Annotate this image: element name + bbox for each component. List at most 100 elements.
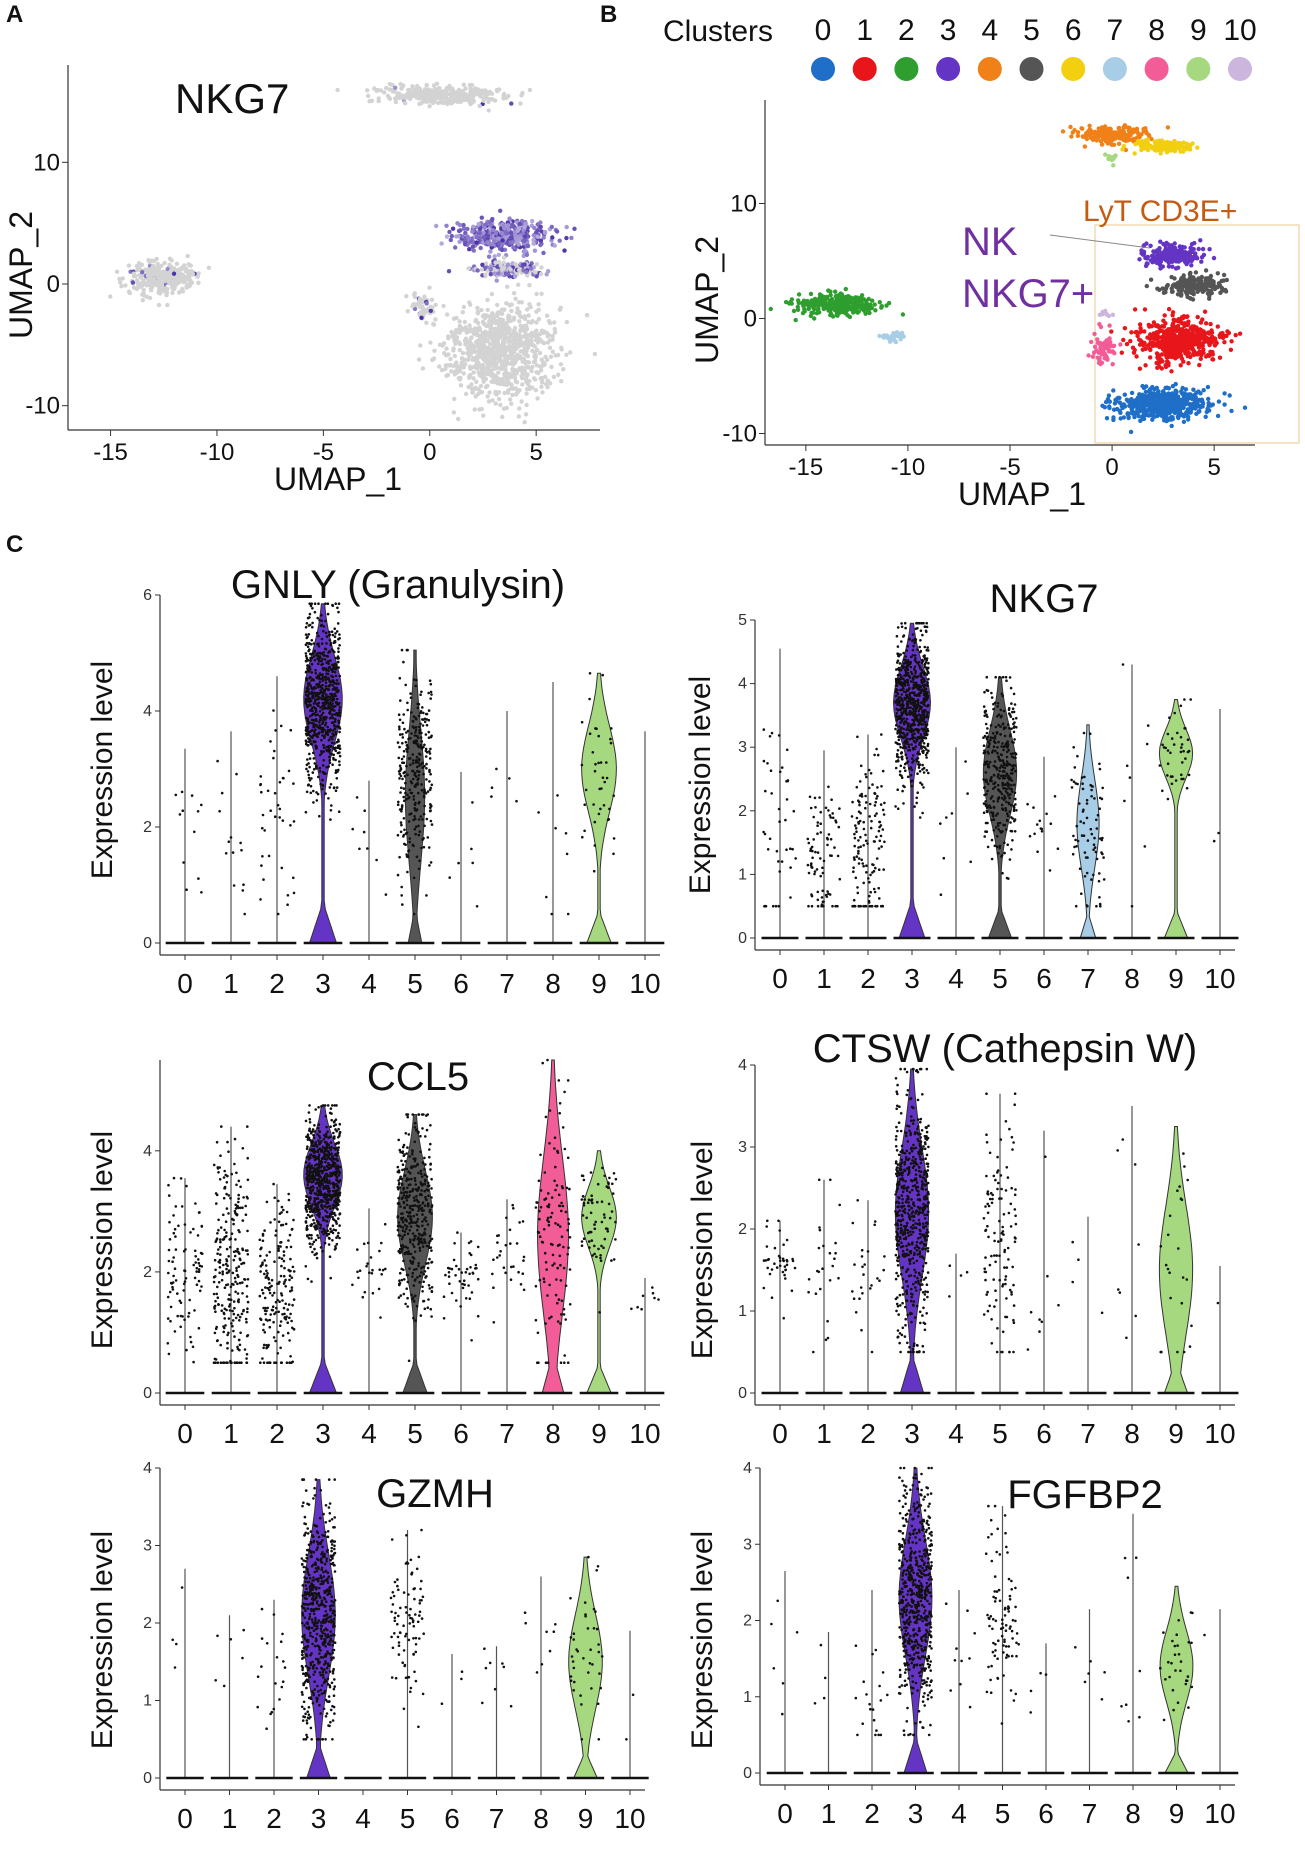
violin-gnly-y-tick-label: 4 [143, 703, 152, 720]
umap-nkg7-point [469, 336, 473, 340]
umap-nkg7-point [441, 304, 445, 308]
umap-nkg7-point [148, 260, 152, 264]
violin-gnly-dot-3 [322, 764, 325, 767]
umap-nkg7-point [533, 249, 537, 253]
umap-clusters-group-3 [1137, 238, 1216, 270]
umap-clusters-point [1117, 142, 1121, 146]
umap-clusters-point [901, 312, 905, 316]
umap-nkg7-point [510, 361, 514, 365]
umap-nkg7-point [497, 253, 501, 257]
umap-nkg7-y-tick-label: 0 [47, 271, 60, 298]
umap-nkg7-point [127, 263, 131, 267]
umap-nkg7-point [500, 248, 504, 252]
umap-nkg7-point [138, 284, 142, 288]
umap-nkg7-point [464, 325, 468, 329]
umap-nkg7-point [471, 356, 475, 360]
umap-clusters-point [1117, 396, 1121, 400]
violin-gnly-dot-1 [216, 760, 219, 763]
umap-nkg7-point [413, 291, 417, 295]
umap-nkg7-point [546, 340, 550, 344]
umap-clusters-point [1189, 263, 1193, 267]
violin-gnly-dot-3 [323, 750, 326, 753]
umap-nkg7-point [494, 392, 498, 396]
umap-nkg7-point [177, 290, 181, 294]
umap-nkg7-point [393, 86, 397, 90]
umap-nkg7-point [483, 273, 487, 277]
umap-nkg7-point [180, 266, 184, 270]
violin-gnly-dot-3 [336, 698, 339, 701]
umap-nkg7-point [186, 254, 190, 258]
umap-clusters-point [1158, 266, 1162, 270]
umap-clusters-point [1188, 338, 1192, 342]
umap-clusters-point [1173, 351, 1177, 355]
umap-clusters-point [887, 301, 891, 305]
cluster-legend-swatch [1186, 57, 1210, 81]
umap-clusters-point [815, 311, 819, 315]
umap-nkg7-point [465, 234, 469, 238]
umap-clusters-point [1140, 139, 1144, 143]
umap-clusters-point [1109, 130, 1113, 134]
violin-gnly-dot-3 [311, 714, 314, 717]
umap-nkg7-point [115, 270, 119, 274]
umap-nkg7-point [439, 241, 443, 245]
umap-nkg7-point [508, 374, 512, 378]
cluster-legend-label: 6 [1065, 14, 1082, 47]
umap-clusters-point [1227, 331, 1231, 335]
umap-clusters-point [1137, 257, 1141, 261]
umap-clusters-point [1072, 128, 1076, 132]
umap-nkg7-point [477, 222, 481, 226]
umap-clusters-point [1107, 323, 1111, 327]
umap-nkg7-point [433, 303, 437, 307]
violin-gnly-dot-3 [306, 791, 309, 794]
umap-clusters-point [1172, 249, 1176, 253]
umap-clusters-point [1160, 352, 1164, 356]
violin-gnly-dot-3 [338, 764, 341, 767]
umap-clusters-point [1098, 361, 1102, 365]
umap-clusters-point [1088, 132, 1092, 136]
umap-nkg7-point [477, 326, 481, 330]
umap-nkg7-point [335, 88, 339, 92]
violin-gnly-dot-2 [260, 864, 263, 867]
umap-nkg7-point [456, 234, 460, 238]
umap-nkg7-point [490, 292, 494, 296]
umap-clusters-point [805, 299, 809, 303]
umap-nkg7-point [398, 82, 402, 86]
umap-clusters-group-5 [1145, 268, 1229, 302]
umap-nkg7-point [387, 96, 391, 100]
umap-nkg7-point [480, 267, 484, 271]
umap-clusters-point [830, 297, 834, 301]
umap-nkg7-point [152, 259, 156, 263]
umap-clusters-point [1126, 135, 1130, 139]
umap-clusters-point [843, 295, 847, 299]
umap-clusters-point [1207, 337, 1211, 341]
umap-nkg7-point [468, 83, 472, 87]
umap-nkg7-point [526, 382, 530, 386]
violin-gnly-dot-2 [269, 809, 272, 812]
umap-clusters-point [1184, 387, 1188, 391]
umap-nkg7-point [553, 243, 557, 247]
umap-clusters-point [1133, 128, 1137, 132]
umap-nkg7-point [493, 260, 497, 264]
umap-nkg7-point [462, 365, 466, 369]
umap-clusters-point [1200, 317, 1204, 321]
violin-gnly-dot-1 [235, 773, 238, 776]
umap-clusters-point [1216, 414, 1220, 418]
umap-nkg7-point [484, 334, 488, 338]
violin-gnly-dot-2 [290, 729, 293, 732]
umap-clusters-point [1115, 407, 1119, 411]
umap-nkg7-point [500, 415, 504, 419]
umap-nkg7-point [482, 226, 486, 230]
umap-nkg7-point [449, 369, 453, 373]
umap-clusters-point [812, 316, 816, 320]
umap-clusters-point [819, 302, 823, 306]
violin-gnly-dot-2 [277, 804, 280, 807]
umap-nkg7-point [132, 271, 136, 275]
umap-nkg7-point [536, 371, 540, 375]
violin-gnly-dot-2 [263, 829, 266, 832]
violin-gnly-dot-2 [282, 777, 285, 780]
umap-clusters-point [1196, 315, 1200, 319]
umap-clusters-point [1087, 124, 1091, 128]
umap-clusters-point [1190, 258, 1194, 262]
umap-clusters-point [1104, 312, 1108, 316]
umap-nkg7-point [539, 225, 543, 229]
